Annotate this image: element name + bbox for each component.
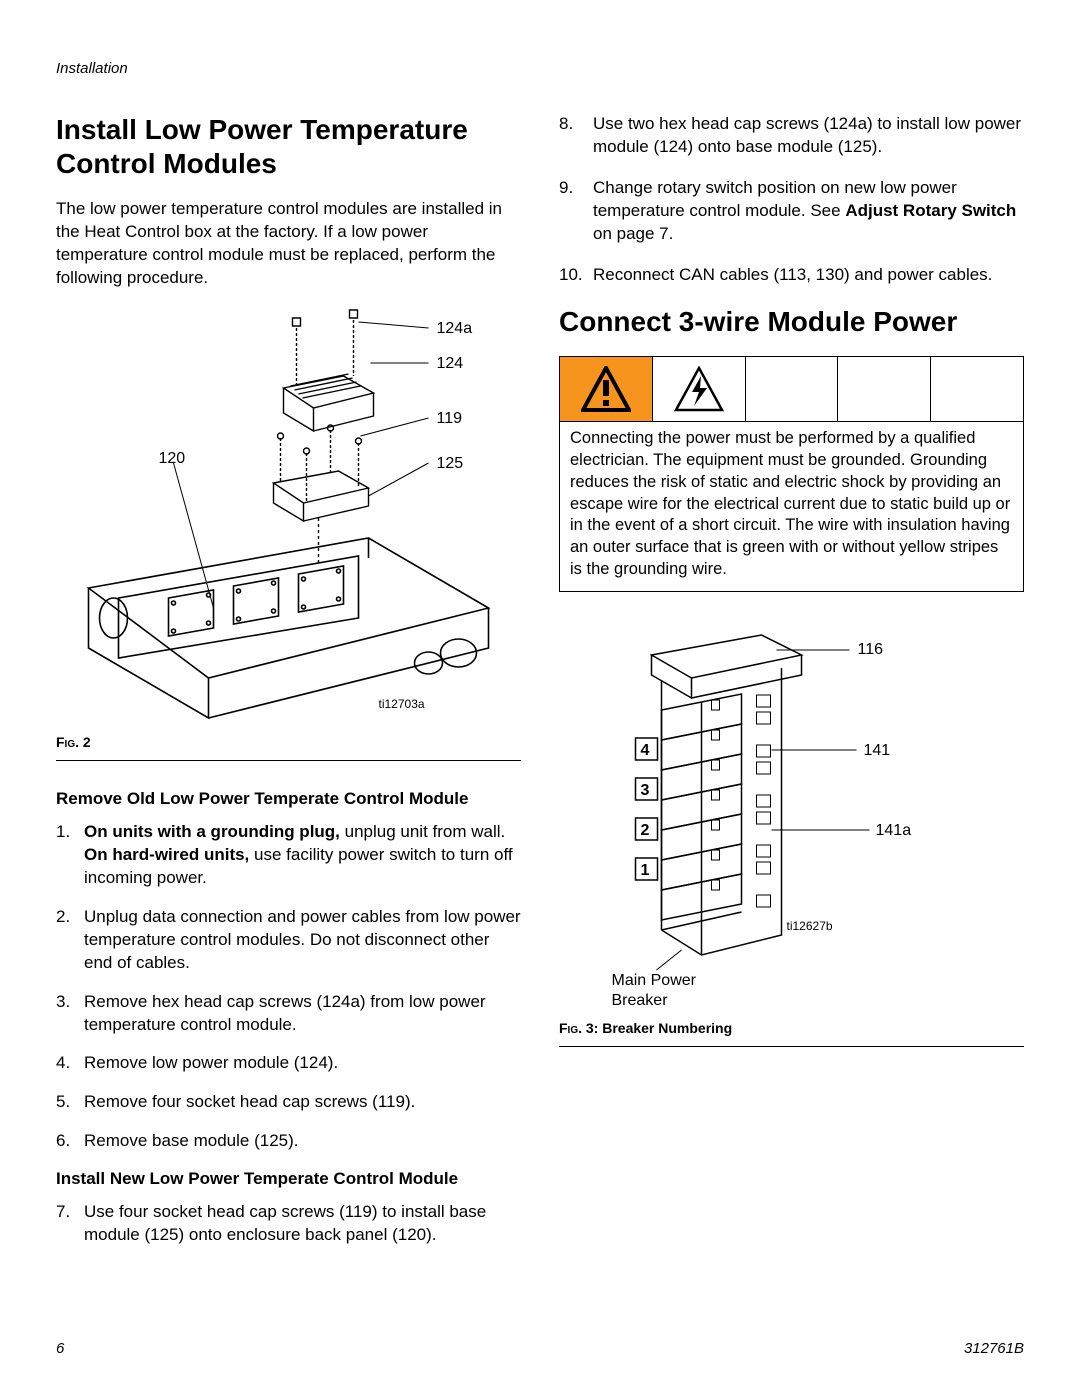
warning-icons-row [560, 357, 1023, 422]
step-4: Remove low power module (124). [56, 1052, 521, 1075]
step-8: 8.Use two hex head cap screws (124a) to … [559, 113, 1024, 159]
figure-3: 4 3 2 1 116 141 141a ti12627b Main Power… [559, 620, 1024, 1020]
main-breaker-label-1: Main Power [612, 972, 697, 989]
steps-install-left: Use four socket head cap screws (119) to… [56, 1201, 521, 1247]
step-7: Use four socket head cap screws (119) to… [56, 1201, 521, 1247]
warning-blank-1 [746, 357, 839, 421]
warning-text: Connecting the power must be performed b… [560, 422, 1023, 590]
intro-paragraph: The low power temperature control module… [56, 198, 521, 290]
warning-box: Connecting the power must be performed b… [559, 356, 1024, 591]
callout-141a: 141a [876, 822, 912, 839]
callout-125: 125 [437, 455, 464, 472]
callout-124a: 124a [437, 320, 473, 337]
step-3: Remove hex head cap screws (124a) from l… [56, 991, 521, 1037]
page-number: 6 [56, 1340, 64, 1357]
warning-shock-icon [653, 357, 746, 421]
subhead-install: Install New Low Power Temperate Control … [56, 1169, 521, 1189]
figure-3-svg: 4 3 2 1 116 141 141a ti12627b Main Power… [559, 620, 1024, 1020]
heading-install-modules: Install Low Power Temperature Control Mo… [56, 113, 521, 180]
step-2: Unplug data connection and power cables … [56, 906, 521, 975]
heading-connect-power: Connect 3-wire Module Power [559, 305, 1024, 339]
callout-124: 124 [437, 355, 464, 372]
warning-blank-2 [838, 357, 931, 421]
breaker-num-2: 2 [641, 822, 650, 839]
step-10: 10.Reconnect CAN cables (113, 130) and p… [559, 264, 1024, 287]
warning-triangle-icon [560, 357, 653, 421]
breaker-num-3: 3 [641, 782, 650, 799]
callout-141: 141 [864, 742, 891, 759]
figure-2: 124a 124 119 125 120 ti12703a [56, 308, 521, 728]
callout-119: 119 [437, 410, 463, 427]
drawing-id-fig2: ti12703a [379, 697, 425, 711]
figure-2-caption: Fig. 2 [56, 734, 521, 761]
figure-2-svg: 124a 124 119 125 120 ti12703a [56, 308, 521, 728]
right-column: 8.Use two hex head cap screws (124a) to … [559, 113, 1024, 1263]
breaker-num-4: 4 [641, 742, 650, 759]
step-9: 9.Change rotary switch position on new l… [559, 177, 1024, 246]
breaker-num-1: 1 [641, 862, 650, 879]
two-column-layout: Install Low Power Temperature Control Mo… [56, 113, 1024, 1263]
callout-116: 116 [858, 641, 884, 658]
step-5: Remove four socket head cap screws (119)… [56, 1091, 521, 1114]
left-column: Install Low Power Temperature Control Mo… [56, 113, 521, 1263]
drawing-id-fig3: ti12627b [787, 919, 833, 933]
steps-remove: On units with a grounding plug, unplug u… [56, 821, 521, 1153]
callout-120: 120 [159, 450, 186, 467]
page-footer: 6 312761B [56, 1340, 1024, 1357]
subhead-remove: Remove Old Low Power Temperate Control M… [56, 789, 521, 809]
doc-number: 312761B [964, 1340, 1024, 1357]
step-6: Remove base module (125). [56, 1130, 521, 1153]
step-1: On units with a grounding plug, unplug u… [56, 821, 521, 890]
warning-blank-3 [931, 357, 1023, 421]
steps-install-right: 8.Use two hex head cap screws (124a) to … [559, 113, 1024, 287]
main-breaker-label-2: Breaker [612, 992, 669, 1009]
running-head: Installation [56, 60, 1024, 77]
figure-3-caption: Fig. 3: Breaker Numbering [559, 1020, 1024, 1047]
